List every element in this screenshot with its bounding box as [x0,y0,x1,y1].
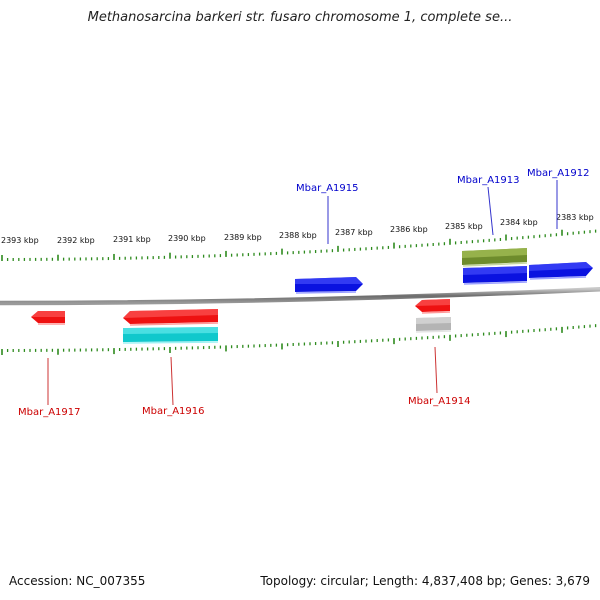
gene-Mbar_A1913[interactable] [463,266,528,285]
kbp-label: 2385 kbp [445,222,483,231]
gene-label-Mbar_A1913[interactable]: Mbar_A1913 [457,175,520,186]
kbp-label: 2393 kbp [1,236,39,245]
kbp-label: 2384 kbp [500,218,538,227]
gene-Mbar_A1913-feature[interactable] [462,248,528,267]
label-leaders [47,180,558,406]
kbp-label-group: 2393 kbp 2392 kbp 2391 kbp 2390 kbp 2389… [1,213,594,245]
kbp-label: 2391 kbp [113,235,151,244]
chromosome-backbone [0,286,600,306]
kbp-label: 2388 kbp [279,231,317,240]
gene-Mbar_A1915[interactable] [295,277,363,294]
gene-Mbar_A1916-feature[interactable] [122,327,219,344]
kbp-label: 2390 kbp [168,234,206,243]
gene-label-Mbar_A1917[interactable]: Mbar_A1917 [18,407,81,418]
gene-Mbar_A1916[interactable] [123,309,219,326]
gene-label-Mbar_A1914[interactable]: Mbar_A1914 [408,396,471,407]
gene-Mbar_A1912[interactable] [529,262,593,280]
bottom-tick-scale [1,324,597,355]
gene-Mbar_A1914[interactable] [415,299,451,314]
kbp-label: 2387 kbp [335,228,373,237]
gene-Mbar_A1917[interactable] [31,311,65,325]
gene-label-Mbar_A1912[interactable]: Mbar_A1912 [527,168,590,179]
genome-summary-text: Topology: circular; Length: 4,837,408 bp… [260,574,590,588]
kbp-label: 2392 kbp [57,236,95,245]
accession-text: Accession: NC_007355 [9,574,146,588]
kbp-label: 2383 kbp [556,213,594,222]
kbp-label: 2386 kbp [390,225,428,234]
gene-label-Mbar_A1915[interactable]: Mbar_A1915 [296,183,359,194]
kbp-label: 2389 kbp [224,233,262,242]
top-tick-scale [1,229,597,261]
gene-label-Mbar_A1916[interactable]: Mbar_A1916 [142,406,205,417]
map-title: Methanosarcina barkeri str. fusaro chrom… [87,10,513,25]
gene-Mbar_A1914-feature[interactable] [415,317,452,333]
